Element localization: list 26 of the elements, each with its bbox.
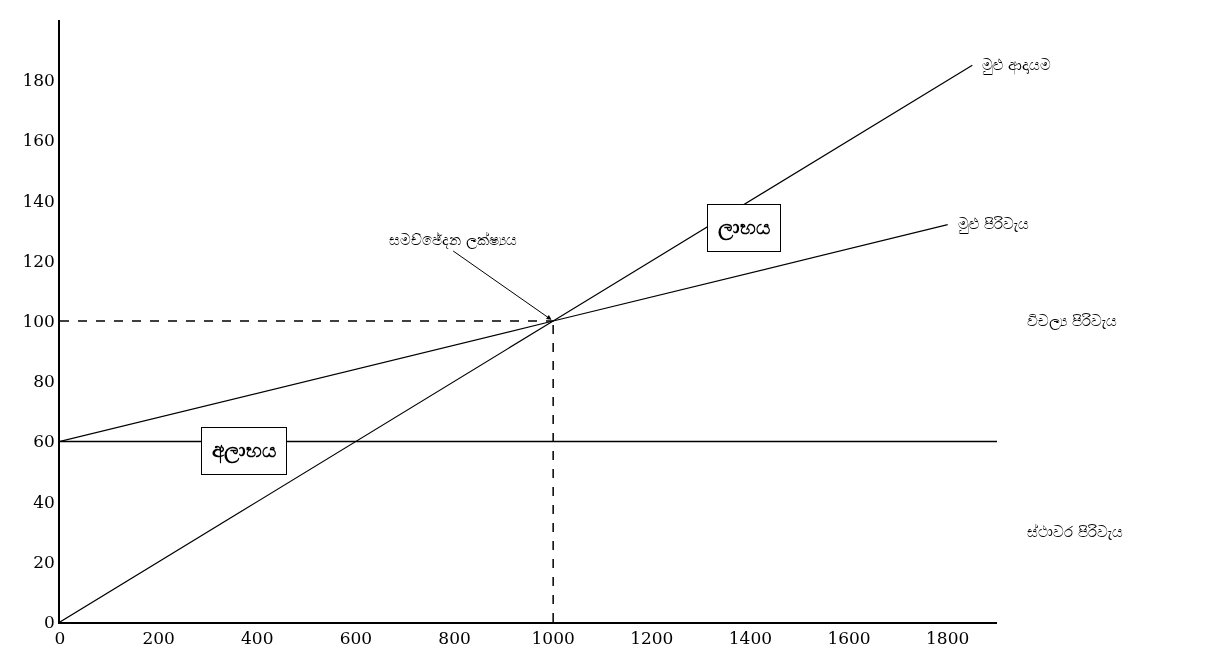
y-tick-label: 120 xyxy=(22,250,55,271)
text: ස්ථාවර පිරිවැය xyxy=(1027,523,1123,541)
x-tick-label: 1600 xyxy=(827,628,871,649)
y-tick-label: 160 xyxy=(22,130,55,151)
y-tick-label: 40 xyxy=(33,491,55,512)
y-tick-label: 180 xyxy=(22,70,55,91)
annotation: මුළු ආදායම xyxy=(982,56,1051,75)
y-tick-label: 60 xyxy=(33,431,55,452)
annotation: ලාභය xyxy=(718,215,770,241)
y-tick-label: 0 xyxy=(44,611,55,632)
x-tick-label: 800 xyxy=(438,628,471,649)
y-tick-label: 20 xyxy=(33,551,55,572)
x-tick-label: 1400 xyxy=(728,628,773,649)
x-tick-label: 400 xyxy=(241,628,274,649)
y-tick-label: 80 xyxy=(33,371,55,392)
x-tick-label: 1800 xyxy=(926,628,970,649)
x-tick-label: 1200 xyxy=(630,628,674,649)
text: විචල්‍ය පිරිවැය xyxy=(1027,312,1117,330)
annotation: මුළු පිරිවැය xyxy=(958,215,1029,234)
y-tick-label: 140 xyxy=(22,190,55,211)
x-tick-label: 200 xyxy=(142,628,175,649)
annotation: අලාභය xyxy=(212,438,276,464)
annotation: සමච්ඡේදන ලක්ෂ්‍යය xyxy=(389,231,517,249)
y-tick-label: 100 xyxy=(22,310,55,331)
x-tick-label: 1000 xyxy=(531,628,575,649)
x-tick-label: 600 xyxy=(339,628,373,649)
